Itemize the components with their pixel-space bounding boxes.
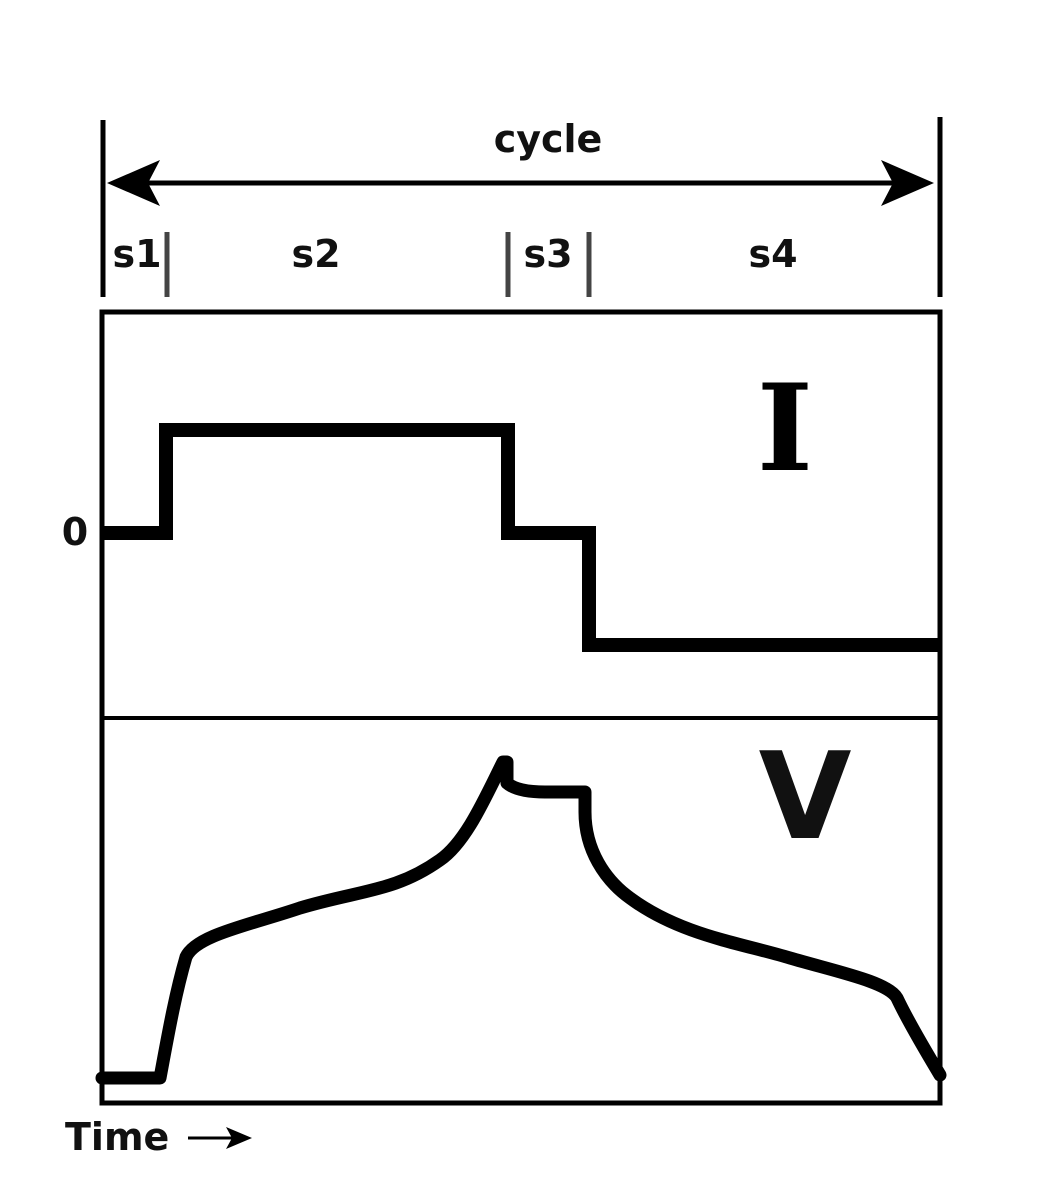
voltage-symbol: V — [759, 728, 852, 867]
cycle-label: cycle — [494, 117, 603, 161]
cycle-arrow-right-head — [881, 160, 934, 206]
voltage-trace — [95, 755, 947, 1085]
plot-frame — [99, 309, 943, 1106]
cycle-arrow-left-head — [107, 160, 160, 206]
stage-label-s1: s1 — [112, 232, 161, 276]
stage-label-s4: s4 — [748, 232, 797, 276]
current-trace — [102, 423, 940, 652]
time-arrow-head — [226, 1127, 252, 1149]
stage-label-s2: s2 — [291, 232, 340, 276]
zero-label: 0 — [62, 510, 88, 554]
current-symbol: I — [757, 358, 813, 499]
stage-label-s3: s3 — [523, 232, 572, 276]
time-label: Time — [65, 1115, 169, 1159]
